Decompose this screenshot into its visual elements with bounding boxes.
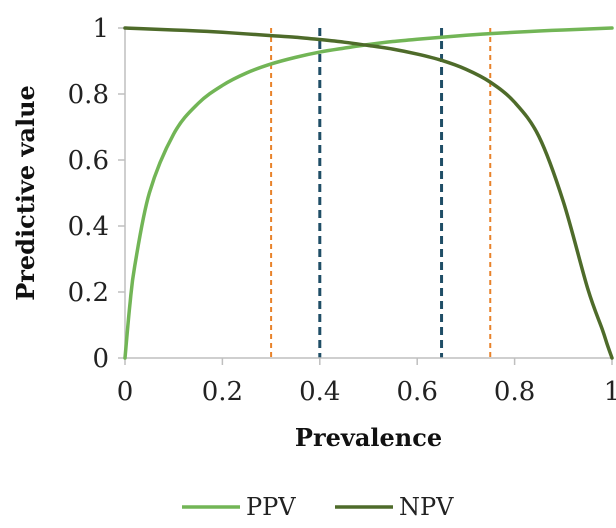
y-tick-label: 0.4 xyxy=(68,212,109,242)
x-tick-label: 0 xyxy=(117,377,134,407)
legend-label-npv: NPV xyxy=(399,493,454,521)
legend-label-ppv: PPV xyxy=(246,493,296,521)
x-tick-label: 1 xyxy=(604,377,616,407)
x-tick-label: 0.4 xyxy=(299,377,340,407)
legend: PPV NPV xyxy=(182,493,454,521)
series-layer xyxy=(123,26,614,360)
y-tick-label: 0.8 xyxy=(68,80,109,110)
y-ticks: 0 0.2 0.4 0.6 0.8 1 xyxy=(68,14,125,374)
series-line-ppv xyxy=(123,26,614,360)
x-axis-title: Prevalence xyxy=(295,423,442,452)
y-tick-label: 0.2 xyxy=(68,278,109,308)
series-line-npv xyxy=(123,26,614,360)
x-tick-label: 0.6 xyxy=(397,377,438,407)
axes xyxy=(124,28,612,359)
y-tick-label: 0 xyxy=(92,344,109,374)
y-tick-label: 1 xyxy=(92,14,109,44)
x-tick-label: 0.2 xyxy=(202,377,243,407)
reference-lines xyxy=(270,28,492,358)
x-ticks: 0 0.2 0.4 0.6 0.8 1 xyxy=(117,358,616,407)
y-tick-label: 0.6 xyxy=(68,146,109,176)
x-tick-label: 0.8 xyxy=(494,377,535,407)
y-axis-title: Predictive value xyxy=(11,85,40,301)
